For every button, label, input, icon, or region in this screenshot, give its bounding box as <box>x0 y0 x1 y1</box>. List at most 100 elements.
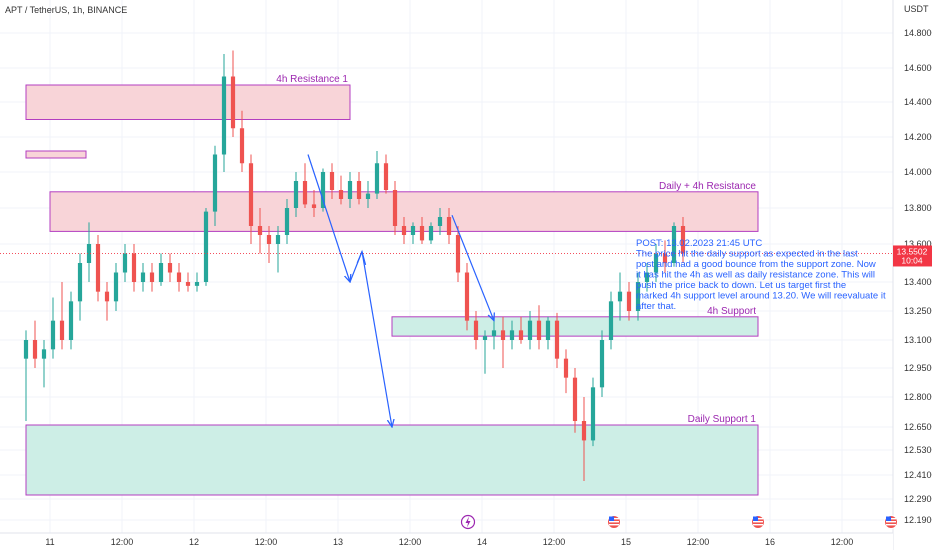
candle[interactable] <box>320 168 326 212</box>
trend-arrow[interactable] <box>361 251 392 427</box>
zone-0[interactable] <box>25 84 351 120</box>
candle[interactable] <box>104 282 110 321</box>
candle[interactable] <box>509 320 515 350</box>
candle[interactable] <box>518 316 524 344</box>
candle[interactable] <box>194 272 200 292</box>
lightning-icon[interactable] <box>460 514 476 530</box>
price-tick-label: 12.4100 <box>904 470 932 480</box>
candle[interactable] <box>329 163 335 199</box>
candle-body <box>212 154 218 212</box>
candle[interactable] <box>41 340 47 388</box>
candle[interactable] <box>581 397 587 481</box>
candle[interactable] <box>212 145 218 226</box>
candle[interactable] <box>149 263 155 292</box>
candle[interactable] <box>410 222 416 244</box>
candle[interactable] <box>473 311 479 350</box>
candle[interactable] <box>527 311 533 350</box>
candle[interactable] <box>446 208 452 244</box>
candle[interactable] <box>275 226 281 273</box>
symbol-title[interactable]: APT / TetherUS, 1h, BINANCE <box>5 5 127 15</box>
candle[interactable] <box>77 253 83 321</box>
candle[interactable] <box>239 110 245 172</box>
candle[interactable] <box>590 377 596 447</box>
candle[interactable] <box>572 368 578 433</box>
us-flag-icon[interactable] <box>751 515 765 529</box>
candle[interactable] <box>311 190 317 217</box>
candle[interactable] <box>545 316 551 350</box>
candle[interactable] <box>356 172 362 205</box>
candle[interactable] <box>428 222 434 244</box>
candle[interactable] <box>455 226 461 282</box>
candle[interactable] <box>347 172 353 208</box>
candle[interactable] <box>500 316 506 368</box>
candle[interactable] <box>293 172 299 217</box>
candle[interactable] <box>176 263 182 292</box>
candle[interactable] <box>626 282 632 321</box>
price-tick-label: 12.5300 <box>904 445 932 455</box>
candle[interactable] <box>464 263 470 331</box>
candle-body <box>482 336 488 340</box>
candle[interactable] <box>23 330 29 421</box>
price-tick-label: 12.1900 <box>904 515 932 525</box>
time-axis-bg[interactable] <box>0 533 893 550</box>
zone-1[interactable] <box>25 150 87 159</box>
trend-arrow[interactable] <box>307 154 350 283</box>
candle[interactable] <box>491 316 497 350</box>
candle[interactable] <box>671 222 677 267</box>
candle[interactable] <box>59 282 65 350</box>
candle[interactable] <box>257 208 263 254</box>
candle-body <box>239 128 245 164</box>
price-axis-bg[interactable] <box>893 0 932 550</box>
candle[interactable] <box>32 320 38 368</box>
candle[interactable] <box>50 297 56 359</box>
candle[interactable] <box>68 291 74 350</box>
candle[interactable] <box>392 181 398 235</box>
candle[interactable] <box>374 151 380 199</box>
us-flag-icon[interactable] <box>607 515 621 529</box>
candle[interactable] <box>266 226 272 263</box>
candle-body <box>644 272 650 282</box>
candle[interactable] <box>302 163 308 208</box>
candle[interactable] <box>653 244 659 282</box>
candle[interactable] <box>680 217 686 263</box>
candle[interactable] <box>635 272 641 321</box>
candle[interactable] <box>554 312 560 368</box>
candle[interactable] <box>617 272 623 321</box>
candle[interactable] <box>563 349 569 394</box>
candle[interactable] <box>131 244 137 292</box>
candle[interactable] <box>203 208 209 286</box>
candle[interactable] <box>536 305 542 350</box>
candle-body <box>320 172 326 208</box>
candle[interactable] <box>122 244 128 282</box>
candle[interactable] <box>167 253 173 283</box>
price-tick-label: 12.2900 <box>904 494 932 504</box>
candle[interactable] <box>86 222 92 282</box>
candle[interactable] <box>662 240 668 273</box>
candle[interactable] <box>221 54 227 172</box>
candle[interactable] <box>644 263 650 292</box>
candle[interactable] <box>608 291 614 350</box>
candle[interactable] <box>365 181 371 208</box>
candle[interactable] <box>482 330 488 374</box>
trend-arrow[interactable] <box>451 214 494 320</box>
candle[interactable] <box>140 263 146 292</box>
candle[interactable] <box>113 263 119 311</box>
candle[interactable] <box>437 208 443 235</box>
candle-body <box>59 320 65 340</box>
candle-body <box>50 320 56 350</box>
candle[interactable] <box>95 235 101 302</box>
candle[interactable] <box>599 330 605 397</box>
zone-3[interactable] <box>391 316 759 337</box>
candle[interactable] <box>401 217 407 244</box>
candle[interactable] <box>383 154 389 194</box>
candle[interactable] <box>158 253 164 286</box>
us-flag-icon[interactable] <box>884 515 898 529</box>
candle[interactable] <box>338 175 344 205</box>
candle[interactable] <box>185 272 191 292</box>
candle[interactable] <box>284 199 290 244</box>
candle[interactable] <box>419 217 425 244</box>
candle[interactable] <box>248 154 254 245</box>
candle[interactable] <box>230 50 236 138</box>
zone-4[interactable] <box>25 424 759 496</box>
